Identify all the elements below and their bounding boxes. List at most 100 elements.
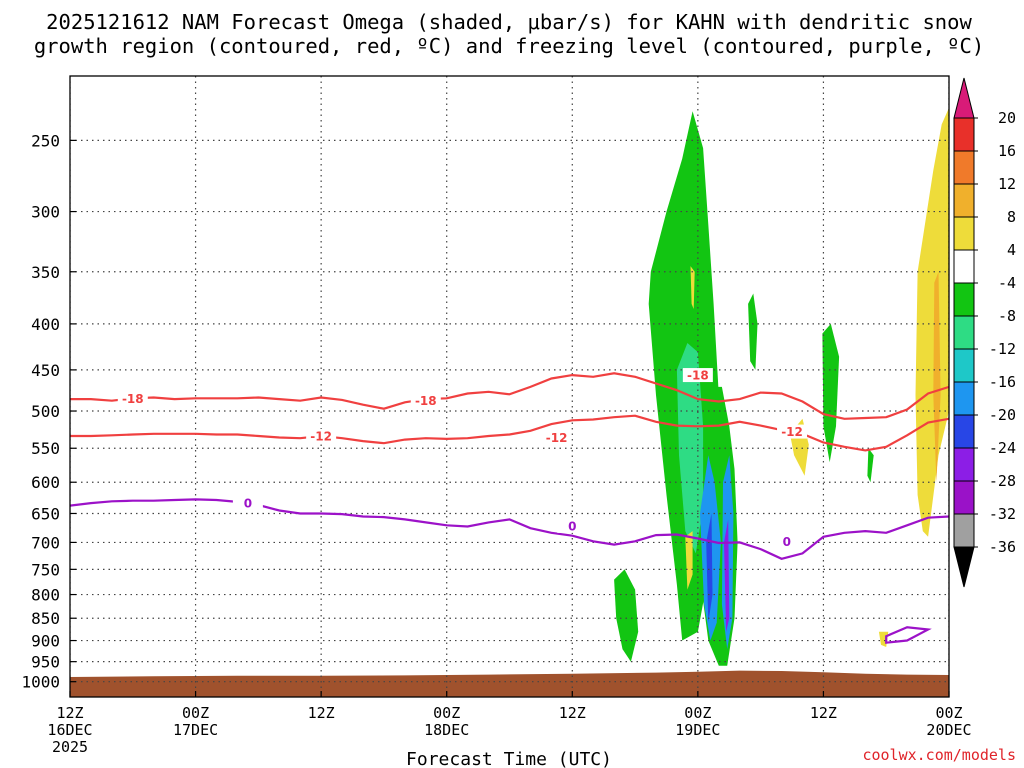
y-axis-ticks: 250 300 350 400 450 500 550 600 650 700 750 800 850 9… — [21, 131, 76, 692]
contour-label-0-1: -18 — [415, 394, 437, 408]
x-tick-label-0-2: 2025 — [52, 738, 88, 756]
colorbar-label-5: -4 — [998, 274, 1016, 292]
gridlines — [70, 76, 949, 697]
colorbar-label-11: -28 — [989, 472, 1016, 490]
x-tick-label-7-1: 20DEC — [926, 721, 971, 739]
y-tick-label-7: 600 — [31, 473, 60, 492]
x-tick-label-1-1: 17DEC — [173, 721, 218, 739]
y-tick-label-11: 800 — [31, 586, 60, 605]
colorbar-box-12 — [953, 480, 975, 515]
contour-label-0-0: -18 — [122, 392, 144, 406]
colorbar-box-1 — [953, 117, 975, 152]
colorbar-box-8 — [953, 348, 975, 383]
colorbar-box-13 — [953, 513, 975, 548]
x-tick-label-2-0: 12Z — [308, 704, 335, 722]
x-tick-label-6-0: 12Z — [810, 704, 837, 722]
x-tick-label-1-0: 00Z — [182, 704, 209, 722]
y-tick-label-5: 500 — [31, 402, 60, 421]
x-tick-label-3-1: 18DEC — [424, 721, 469, 739]
colorbar-box-7 — [953, 315, 975, 350]
colorbar-label-6: -8 — [998, 307, 1016, 325]
contour-label-1-2: -12 — [781, 425, 803, 439]
y-tick-label-6: 550 — [31, 439, 60, 458]
contour-label-0-2: -18 — [687, 369, 709, 383]
contour-label-2-0: 0 — [244, 497, 252, 511]
colorbar-box-11 — [953, 447, 975, 482]
contour-label-2-1: 0 — [568, 519, 576, 533]
credit-text: coolwx.com/models — [862, 746, 1016, 764]
colorbar-label-2: 12 — [998, 175, 1016, 193]
colorbar-label-7: -12 — [989, 340, 1016, 358]
y-tick-label-3: 400 — [31, 315, 60, 334]
colorbar-box-3 — [953, 183, 975, 218]
y-tick-label-0: 250 — [31, 131, 60, 150]
contour-line-1 — [70, 414, 949, 452]
omega-region-10 — [724, 519, 730, 632]
colorbar-box-9 — [953, 381, 975, 416]
colorbar-label-13: -36 — [989, 538, 1016, 556]
colorbar-label-4: 4 — [1007, 241, 1016, 259]
x-tick-label-4-0: 12Z — [559, 704, 586, 722]
contour-label-bg-2-0 — [232, 496, 263, 511]
contour-line-2 — [70, 498, 949, 560]
y-tick-label-14: 950 — [31, 653, 60, 672]
chart-title-line1: 2025121612 NAM Forecast Omega (shaded, μ… — [46, 10, 972, 34]
colorbar-box-10 — [953, 414, 975, 449]
y-tick-label-4: 450 — [31, 361, 60, 380]
omega-region-5 — [867, 448, 874, 483]
omega-region-4 — [822, 323, 840, 463]
colorbar-label-9: -20 — [989, 406, 1016, 424]
colorbar-box-2 — [953, 150, 975, 185]
colorbar-top-arrow — [953, 77, 975, 119]
colorbar-label-8: -16 — [989, 373, 1016, 391]
x-tick-label-7-0: 00Z — [935, 704, 962, 722]
colorbar-label-12: -32 — [989, 505, 1016, 523]
omega-region-6 — [676, 343, 704, 554]
plot-area: -18 -18 -18 -12 -12 -12 0 0 0 — [70, 76, 949, 697]
x-axis-title: Forecast Time (UTC) — [406, 749, 612, 768]
x-tick-label-0-1: 16DEC — [47, 721, 92, 739]
contour-label-bg-1-0 — [306, 428, 337, 443]
terrain-ground — [70, 670, 949, 697]
contour-label-bg-0-2 — [682, 368, 713, 383]
colorbar-label-0: 20 — [998, 109, 1016, 127]
y-tick-label-15: 1000 — [21, 673, 60, 692]
contour-label-1-1: -12 — [546, 431, 568, 445]
y-tick-label-9: 700 — [31, 533, 60, 552]
omega-region-2 — [614, 569, 639, 662]
omega-region-12 — [685, 531, 693, 590]
x-tick-label-5-1: 19DEC — [675, 721, 720, 739]
contour-label-bg-2-1 — [557, 518, 588, 533]
colorbar-bottom-arrow — [953, 546, 975, 588]
y-tick-label-8: 650 — [31, 504, 60, 523]
contour-label-bg-0-0 — [117, 391, 148, 406]
omega-region-15 — [690, 266, 695, 309]
colorbar-label-10: -24 — [989, 439, 1016, 457]
contour-label-bg-1-1 — [541, 430, 572, 445]
contour-label-1-0: -12 — [310, 429, 332, 443]
contour-label-bg-2-2 — [771, 534, 802, 549]
chart-title-line2: growth region (contoured, red, ºC) and f… — [34, 34, 984, 58]
plot-frame — [69, 75, 950, 698]
colorbar-label-1: 16 — [998, 142, 1016, 160]
x-tick-label-3-0: 00Z — [433, 704, 460, 722]
y-tick-label-13: 900 — [31, 632, 60, 651]
omega-region-11 — [915, 107, 949, 537]
y-tick-label-10: 750 — [31, 560, 60, 579]
colorbar-box-6 — [953, 282, 975, 317]
y-tick-label-12: 850 — [31, 609, 60, 628]
omega-region-16 — [933, 271, 941, 483]
colorbar-label-3: 8 — [1007, 208, 1016, 226]
x-tick-label-5-0: 00Z — [684, 704, 711, 722]
y-tick-label-1: 300 — [31, 203, 60, 222]
x-tick-label-0-0: 12Z — [56, 704, 83, 722]
colorbar: 20 16 12 8 4 -4 -8 -12 -16 -20 -24 -28 -32 -36 — [953, 77, 1016, 588]
omega-region-3 — [748, 293, 758, 370]
freezing-closed-contour — [885, 626, 932, 644]
contour-label-bg-1-2 — [777, 424, 808, 439]
contour-label-2-2: 0 — [783, 535, 791, 549]
colorbar-box-5 — [953, 249, 975, 284]
contour-label-bg-0-1 — [410, 393, 441, 408]
